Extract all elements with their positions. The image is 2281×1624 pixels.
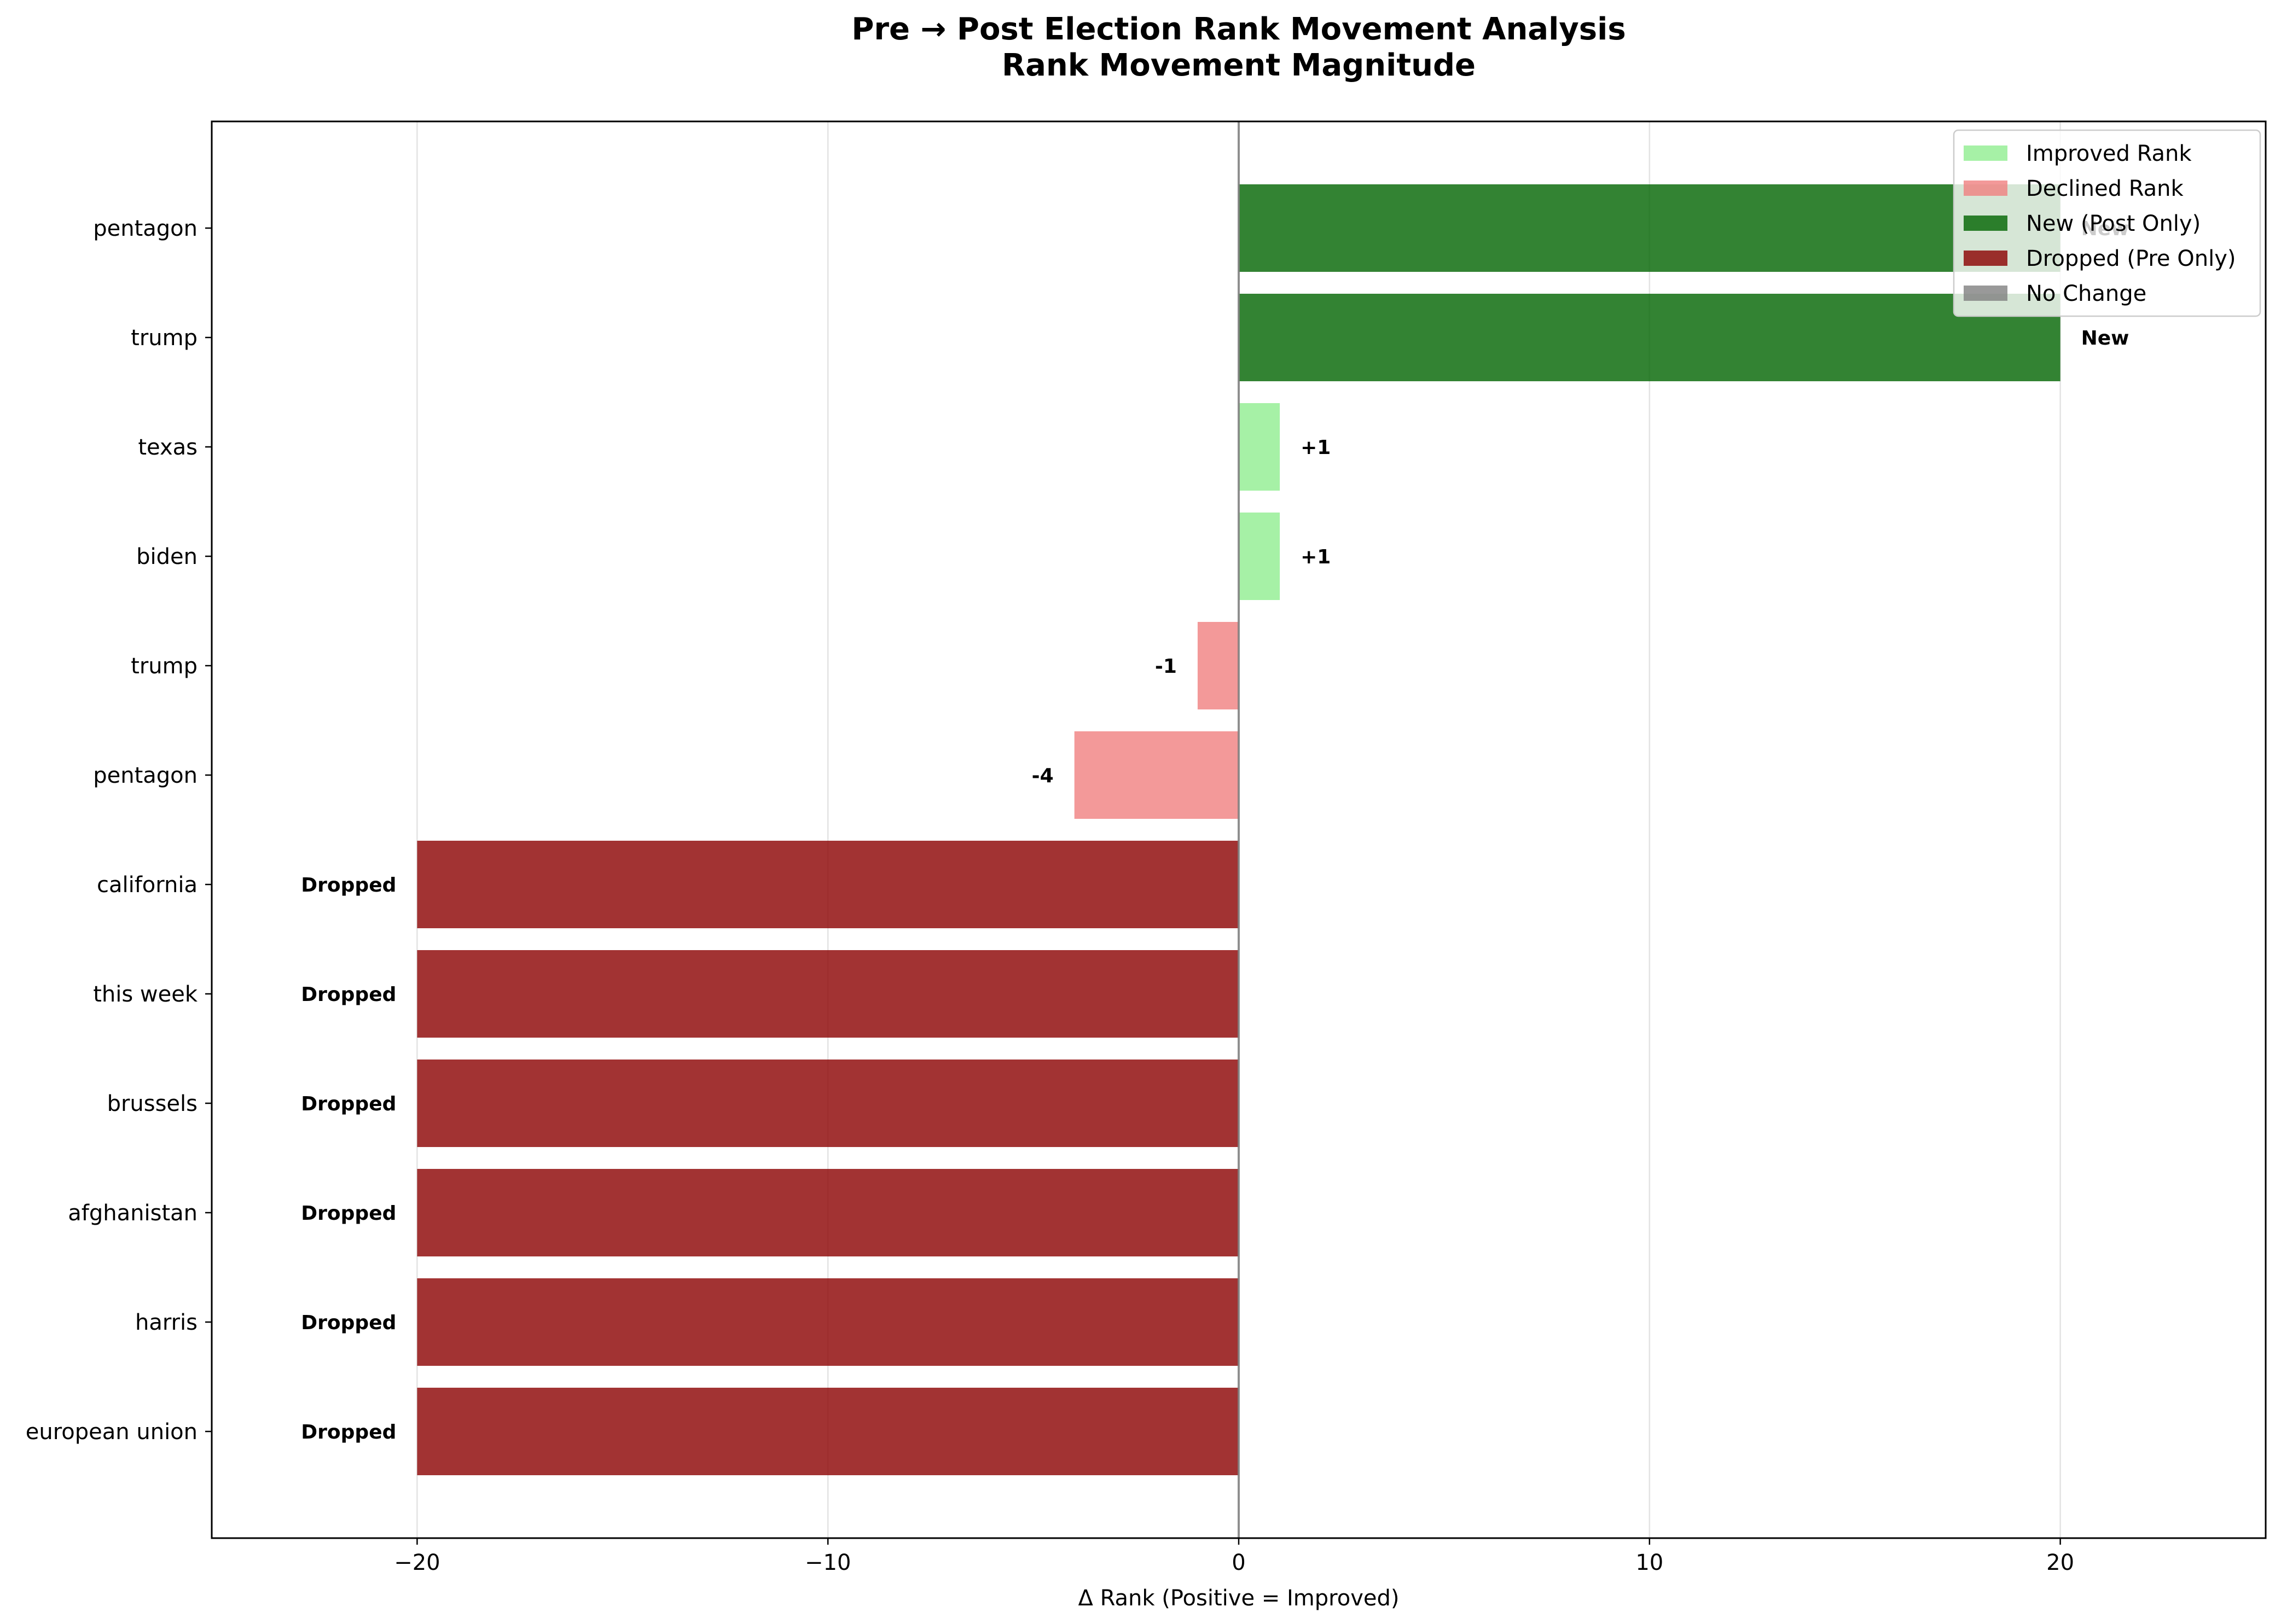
y-tick-label: afghanistan [68,1201,198,1226]
legend-swatch-nochange [1964,286,2007,301]
y-tick-label: trump [131,325,198,351]
x-tick-label: −20 [394,1550,440,1575]
y-tick-label: european union [26,1419,198,1445]
bar-new [1239,184,2061,272]
bar-value-label: +1 [1301,546,1331,568]
bar-declined [1074,731,1239,819]
bar-new [1239,294,2061,381]
bars-layer [417,184,2061,1475]
bar-value-label: New [2081,327,2129,350]
legend-swatch-improved [1964,145,2007,161]
y-tick-label: harris [135,1310,198,1335]
bar-dropped [417,1388,1239,1475]
bar-value-label: Dropped [301,1202,396,1225]
bar-value-label: Dropped [301,1312,396,1334]
bar-dropped [417,1278,1239,1366]
chart-subtitle: Rank Movement Magnitude [1002,48,1476,83]
bar-value-label: +1 [1301,436,1331,459]
bar-labels-layer: NewNew+1+1-1-4DroppedDroppedDroppedDropp… [301,218,2129,1443]
bar-value-label: -4 [1032,765,1054,787]
bar-improved [1239,403,1280,491]
legend-label-declined: Declined Rank [2026,176,2184,201]
y-tick-label: texas [138,435,198,460]
bar-value-label: -1 [1155,655,1177,678]
bar-value-label: Dropped [301,874,396,897]
y-tick-label: california [97,872,198,898]
bar-value-label: Dropped [301,983,396,1006]
bar-improved [1239,513,1280,600]
y-tick-label: brussels [107,1091,198,1116]
x-tick-label: 10 [1635,1550,1663,1575]
bar-value-label: Dropped [301,1421,396,1443]
x-axis-label: Δ Rank (Positive = Improved) [1078,1586,1400,1611]
bar-dropped [417,841,1239,928]
ticks-layer: −20 −10 0 10 20 pentagon trump texas biden trump p… [26,216,2074,1575]
legend-swatch-dropped [1964,251,2007,266]
legend-swatch-declined [1964,181,2007,196]
legend-label-improved: Improved Rank [2026,141,2192,166]
y-tick-label: this week [93,982,198,1007]
x-tick-label: 0 [1232,1550,1245,1575]
y-tick-label: biden [136,544,198,569]
x-tick-label: −10 [805,1550,851,1575]
legend: Improved Rank Declined Rank New (Post Only… [1953,129,2261,317]
bar-dropped [417,950,1239,1038]
y-tick-label: trump [131,654,198,679]
y-tick-label: pentagon [93,763,198,788]
bar-declined [1197,622,1239,709]
bar-dropped [417,1169,1239,1256]
legend-swatch-new [1964,216,2007,231]
legend-box [1953,129,2261,317]
chart-title: Pre → Post Election Rank Movement Analys… [851,11,1626,47]
legend-label-dropped: Dropped (Pre Only) [2026,246,2236,271]
legend-label-nochange: No Change [2026,281,2146,306]
legend-label-new: New (Post Only) [2026,211,2201,236]
y-tick-label: pentagon [93,216,198,241]
bar-dropped [417,1060,1239,1147]
x-tick-label: 20 [2046,1550,2074,1575]
bar-value-label: Dropped [301,1093,396,1115]
